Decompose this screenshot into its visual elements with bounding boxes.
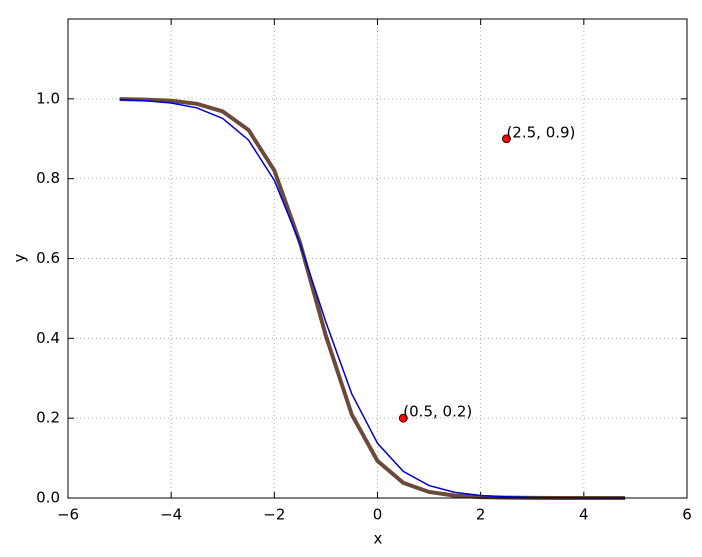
y-axis-label: y [11, 253, 29, 262]
plot-frame [67, 18, 688, 499]
annotation: (2.5, 0.9) [506, 123, 575, 141]
x-tick-label: −2 [263, 506, 285, 524]
x-tick-label: 6 [682, 506, 692, 524]
y-tick-label: 0.0 [36, 489, 60, 507]
y-tick-label: 0.6 [36, 249, 60, 267]
x-axis-label: x [374, 530, 383, 548]
y-tick-label: 1.0 [36, 89, 60, 107]
x-tick-label: −6 [57, 506, 79, 524]
y-tick-label: 0.8 [36, 169, 60, 187]
annotation: (0.5, 0.2) [403, 403, 472, 421]
line-series [119, 98, 626, 499]
line-series [119, 97, 626, 500]
x-tick-label: 4 [579, 506, 589, 524]
x-tick-label: 0 [373, 506, 383, 524]
x-tick-label: −4 [160, 506, 182, 524]
y-tick-label: 0.2 [36, 409, 60, 427]
point [502, 134, 511, 144]
y-tick-label: 0.4 [36, 329, 60, 347]
point [398, 413, 408, 423]
x-tick-label: 2 [476, 506, 486, 524]
